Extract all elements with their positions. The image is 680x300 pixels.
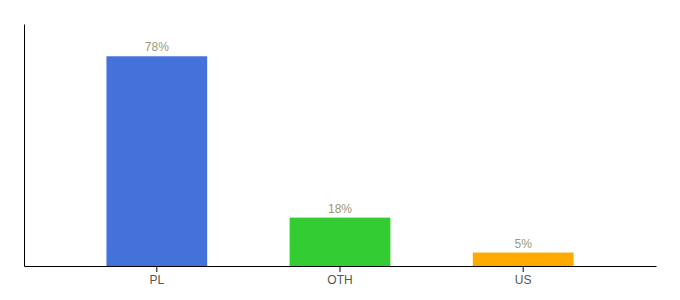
x-tick-mark — [523, 266, 524, 272]
chart: PL OTH US 78% 18% 5% — [0, 0, 680, 300]
y-axis — [24, 25, 25, 267]
x-axis: PL OTH US — [25, 266, 657, 287]
data-label: 78% — [145, 40, 169, 54]
x-tick-label: OTH — [327, 273, 352, 287]
x-tick-label: US — [515, 273, 532, 287]
x-tick: PL — [149, 266, 164, 287]
bar — [290, 218, 391, 266]
bar — [473, 253, 574, 266]
x-tick: US — [515, 266, 532, 287]
bars — [106, 56, 573, 266]
x-tick-mark — [156, 266, 157, 272]
x-tick-label: PL — [149, 273, 164, 287]
x-tick: OTH — [327, 266, 352, 287]
data-label: 5% — [515, 237, 533, 251]
x-tick-mark — [340, 266, 341, 272]
bar — [106, 56, 207, 266]
data-label: 18% — [328, 202, 352, 216]
chart-container: PL OTH US 78% 18% 5% — [0, 0, 680, 300]
data-labels: 78% 18% 5% — [145, 40, 532, 250]
y-axis-line — [24, 25, 25, 267]
